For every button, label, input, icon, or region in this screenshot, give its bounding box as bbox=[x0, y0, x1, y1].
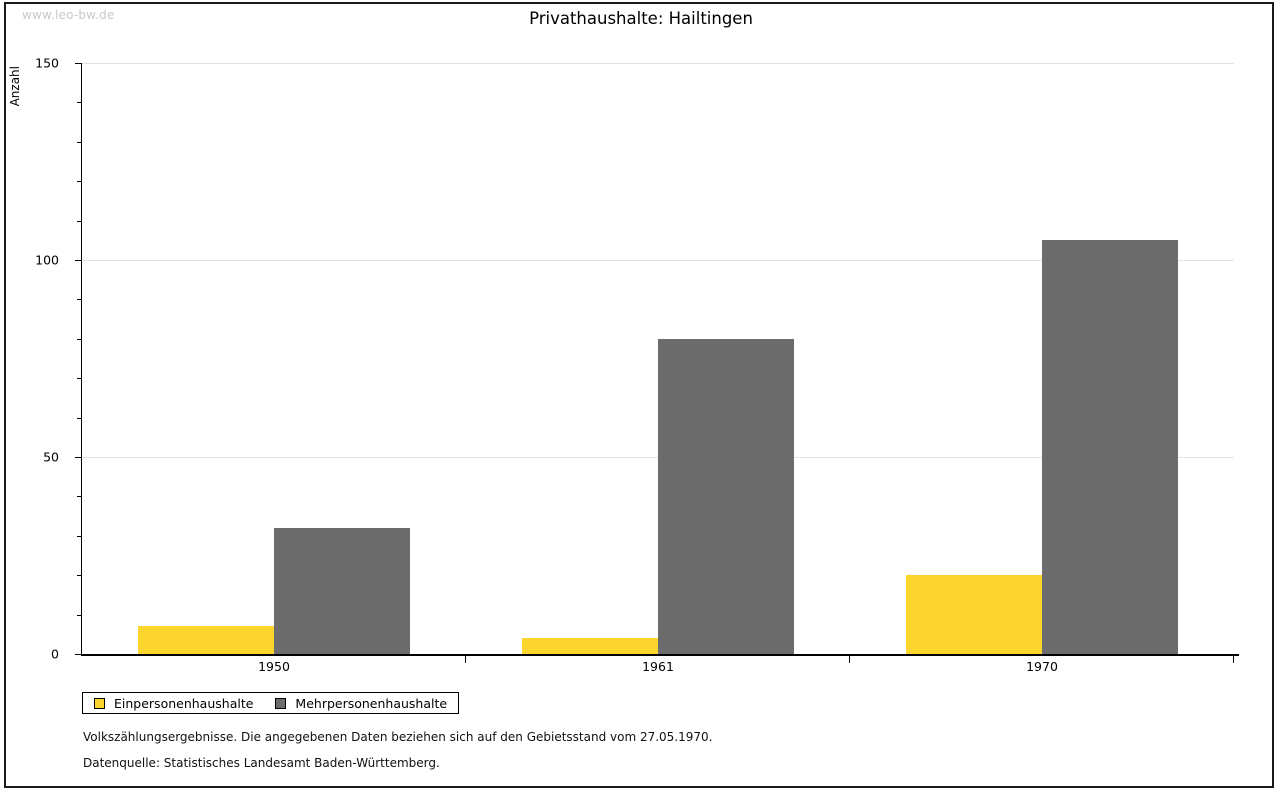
gridline bbox=[82, 63, 1234, 64]
bar-mehrpersonenhaushalte-1961 bbox=[658, 338, 794, 654]
y-axis-minor-tick bbox=[77, 141, 82, 143]
y-axis-tick-label: 50 bbox=[43, 449, 59, 465]
y-axis-minor-tick bbox=[77, 181, 82, 183]
legend-swatch-icon bbox=[94, 697, 105, 709]
watermark-label: www.leo-bw.de bbox=[22, 8, 115, 22]
y-axis-minor-tick bbox=[77, 575, 82, 577]
legend-label: Einpersonenhaushalte bbox=[114, 695, 254, 711]
y-axis-minor-tick bbox=[77, 496, 82, 498]
bar-einpersonenhaushalte-1961 bbox=[522, 638, 658, 654]
x-axis-tick bbox=[1233, 656, 1234, 663]
legend-swatch-icon bbox=[275, 697, 287, 709]
y-axis-tick bbox=[75, 63, 82, 64]
bar-einpersonenhaushalte-1970 bbox=[906, 575, 1042, 654]
legend-item-mehrpersonenhaushalte[interactable]: Mehrpersonenhaushalte bbox=[275, 696, 447, 711]
chart-legend: Einpersonenhaushalte Mehrpersonenhaushalt… bbox=[82, 692, 460, 714]
y-axis-tick-label: 0 bbox=[51, 646, 59, 662]
x-axis-tick bbox=[465, 656, 466, 663]
y-axis-minor-tick bbox=[77, 338, 82, 340]
legend-item-einpersonenhaushalte[interactable]: Einpersonenhaushalte bbox=[94, 696, 253, 711]
gridline bbox=[82, 260, 1234, 261]
y-axis-tick bbox=[75, 260, 82, 261]
y-axis-title: Anzahl bbox=[8, 66, 22, 107]
bar-mehrpersonenhaushalte-1970 bbox=[1042, 240, 1178, 654]
y-axis-line bbox=[81, 63, 82, 655]
y-axis-tick-label: 100 bbox=[35, 252, 59, 268]
bar-einpersonenhaushalte-1950 bbox=[138, 626, 274, 654]
y-axis-tick-label: 150 bbox=[35, 55, 59, 71]
y-axis-minor-tick bbox=[77, 220, 82, 222]
chart-title: Privathaushalte: Hailtingen bbox=[529, 9, 753, 28]
x-axis-line bbox=[81, 654, 1239, 656]
x-axis-tick-label: 1950 bbox=[258, 659, 290, 674]
legend-label: Mehrpersonenhaushalte bbox=[295, 695, 448, 711]
x-axis-tick-label: 1970 bbox=[1026, 659, 1058, 674]
footnote-data-source: Datenquelle: Statistisches Landesamt Bad… bbox=[83, 756, 440, 770]
y-axis-minor-tick bbox=[77, 535, 82, 537]
bar-mehrpersonenhaushalte-1950 bbox=[274, 527, 410, 654]
footnote-source-note: Volkszählungsergebnisse. Die angegebenen… bbox=[83, 730, 713, 744]
y-axis-minor-tick bbox=[77, 378, 82, 380]
y-axis-minor-tick bbox=[77, 417, 82, 419]
y-axis-minor-tick bbox=[77, 102, 82, 104]
plot-area bbox=[82, 63, 1234, 654]
y-axis-tick bbox=[75, 654, 82, 655]
y-axis-minor-tick bbox=[77, 614, 82, 616]
chart-frame: www.leo-bw.de Privathaushalte: Hailtinge… bbox=[4, 2, 1274, 788]
y-axis-minor-tick bbox=[77, 299, 82, 301]
y-axis-tick bbox=[75, 457, 82, 458]
x-axis-tick-label: 1961 bbox=[642, 659, 674, 674]
x-axis-tick bbox=[849, 656, 850, 663]
